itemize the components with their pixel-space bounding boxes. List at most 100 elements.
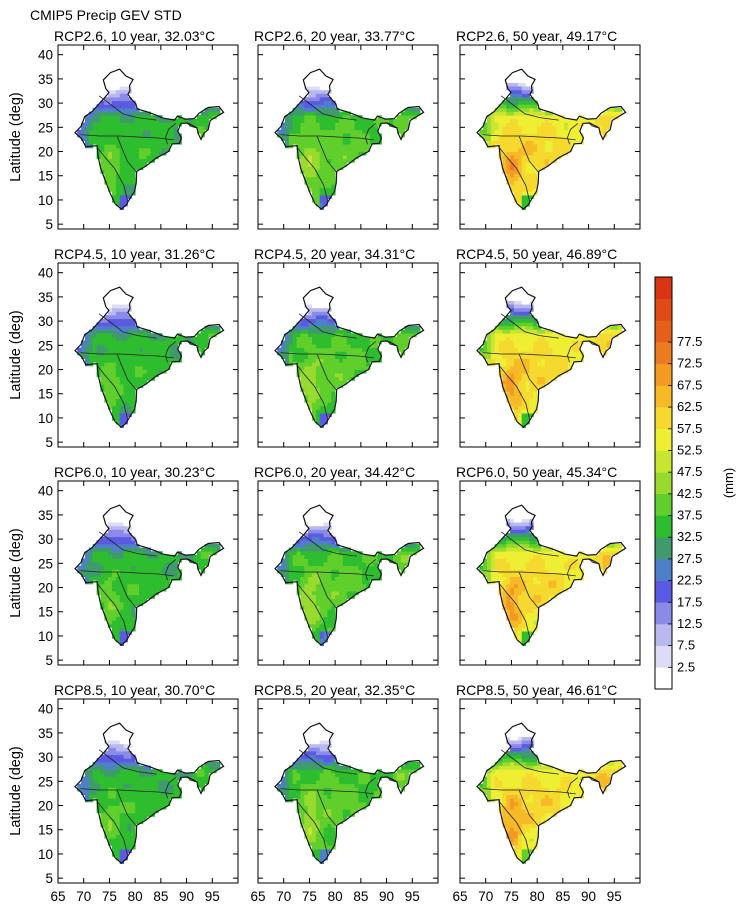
heatmap-cell	[169, 336, 175, 341]
heatmap-cell	[525, 307, 530, 312]
heatmap-cell	[610, 333, 615, 338]
heatmap-cell	[96, 322, 101, 327]
heatmap-cell	[342, 155, 348, 160]
heatmap-cell	[537, 543, 542, 548]
heatmap-cell	[88, 547, 94, 552]
heatmap-cell	[112, 140, 117, 145]
heatmap-cell	[514, 587, 519, 592]
heatmap-cell	[541, 155, 546, 160]
heatmap-cell	[514, 180, 519, 185]
heatmap-cell	[312, 409, 317, 414]
heatmap-cell	[533, 340, 538, 345]
heatmap-cell	[556, 551, 561, 556]
heatmap-cell	[560, 340, 565, 345]
panel-ticks	[257, 481, 438, 665]
heatmap-cell	[296, 587, 301, 592]
heatmap-cell	[544, 594, 550, 599]
heatmap-cell	[529, 344, 534, 349]
heatmap-cell	[123, 169, 128, 174]
heatmap-cell	[525, 365, 530, 370]
heatmap-cell	[296, 580, 301, 585]
heatmap-cell	[154, 347, 159, 352]
heatmap-cell	[166, 358, 171, 363]
heatmap-cell	[81, 340, 86, 345]
heatmap-cell	[92, 140, 97, 145]
heatmap-cell	[331, 583, 336, 588]
heatmap-cell	[506, 107, 511, 112]
heatmap-cell	[319, 289, 324, 294]
heatmap-cell	[288, 129, 294, 134]
heatmap-cell	[119, 78, 124, 83]
heatmap-cell	[533, 137, 538, 141]
heatmap-cell	[319, 147, 324, 152]
heatmap-cell	[319, 587, 324, 592]
heatmap-cell	[502, 140, 507, 145]
heatmap-cell	[119, 107, 124, 112]
heatmap-cell	[162, 147, 167, 152]
heatmap-cell	[119, 573, 124, 577]
heatmap-cell	[525, 594, 530, 599]
heatmap-cell	[300, 144, 305, 149]
heatmap-cell	[296, 151, 301, 156]
heatmap-cell	[196, 562, 202, 567]
heatmap-cell	[552, 340, 557, 345]
heatmap-cell	[579, 573, 584, 577]
heatmap-cell	[100, 133, 105, 138]
heatmap-cell	[529, 333, 534, 338]
heatmap-cell	[308, 551, 313, 556]
y-tick-label: 25	[38, 120, 53, 135]
heatmap-cell	[514, 140, 519, 145]
heatmap-cell	[323, 162, 328, 167]
heatmap-cell	[208, 111, 213, 116]
heatmap-cell	[96, 336, 101, 341]
heatmap-cell	[92, 344, 97, 349]
heatmap-cell	[146, 547, 151, 552]
heatmap-cell	[327, 547, 332, 552]
heatmap-cell	[100, 598, 105, 603]
region-boundary	[80, 134, 174, 141]
heatmap-cell	[537, 583, 542, 588]
heatmap-cell	[304, 362, 309, 367]
heatmap-cell	[142, 565, 148, 570]
heatmap-cell	[514, 623, 519, 628]
heatmap-cell	[342, 362, 348, 367]
heatmap-cell	[304, 365, 309, 370]
heatmap-cell	[304, 514, 309, 519]
heatmap-cell	[96, 333, 101, 338]
heatmap-cell	[514, 144, 519, 149]
heatmap-cell	[610, 115, 615, 120]
heatmap-cell	[556, 122, 561, 127]
heatmap-cell	[548, 347, 553, 352]
heatmap-cell	[494, 122, 499, 127]
heatmap-cell	[312, 554, 317, 559]
heatmap-cell	[312, 627, 317, 632]
heatmap-cell	[162, 336, 167, 341]
heatmap-cell	[315, 376, 321, 381]
heatmap-cell	[100, 322, 105, 327]
heatmap-cell	[498, 344, 503, 349]
heatmap-cell	[498, 543, 503, 548]
heatmap-cell	[85, 358, 90, 363]
heatmap-cell	[510, 75, 515, 80]
heatmap-cell	[514, 311, 519, 316]
heatmap-cell	[315, 300, 321, 305]
heatmap-cell	[510, 147, 515, 152]
heatmap-cell	[296, 115, 301, 120]
heatmap-cell	[108, 394, 113, 399]
heatmap-cell	[560, 140, 565, 145]
heatmap-cell	[131, 126, 136, 131]
y-tick-label: 35	[38, 508, 53, 523]
heatmap-cell	[304, 569, 309, 574]
heatmap-cell	[81, 137, 86, 141]
heatmap-cell	[150, 365, 155, 370]
heatmap-cell	[335, 351, 340, 356]
heatmap-cell	[614, 547, 619, 552]
region-boundary	[96, 582, 129, 639]
heatmap-cell	[533, 140, 538, 145]
heatmap-cell	[529, 402, 534, 407]
heatmap-cell	[288, 554, 294, 559]
heatmap-cell	[571, 336, 577, 341]
heatmap-cell	[304, 155, 309, 160]
heatmap-cell	[312, 380, 317, 385]
heatmap-cell	[146, 358, 151, 363]
